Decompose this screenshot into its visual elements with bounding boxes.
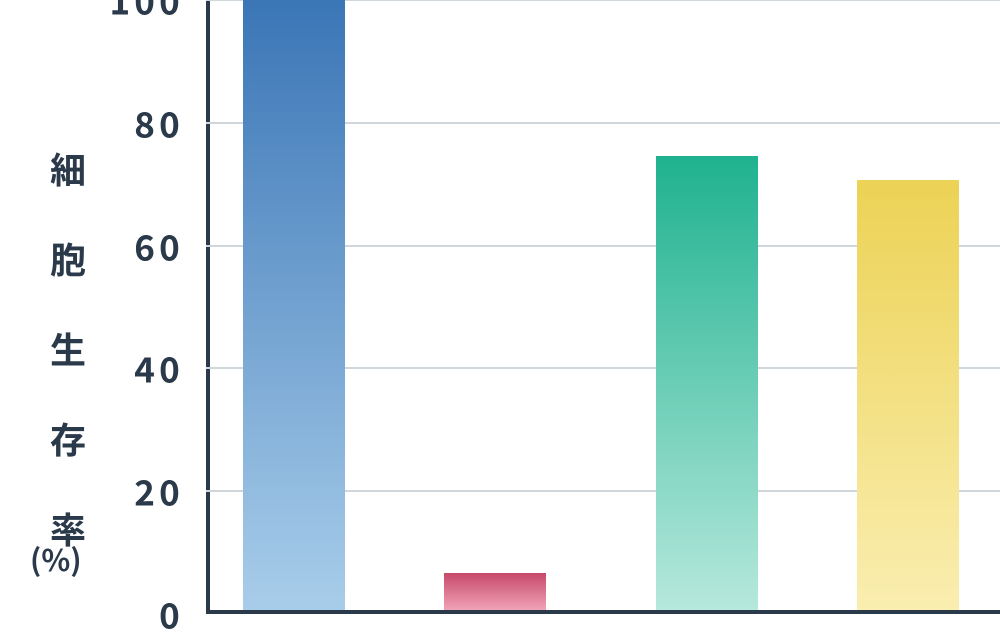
bar-3	[857, 180, 959, 610]
y-tick-label: 0	[159, 589, 206, 640]
chart-root: 細胞生存率 (%) 020406080100	[0, 0, 1000, 644]
bar-2	[656, 156, 758, 610]
y-tick-label: 80	[134, 97, 206, 148]
y-tick-label: 40	[134, 343, 206, 394]
y-axis-title-char: 細	[50, 150, 86, 186]
y-axis-title-char: 存	[50, 420, 86, 456]
bar-0	[243, 0, 345, 610]
y-axis-unit: (%)	[30, 536, 82, 580]
y-axis-title-char: 胞	[50, 240, 86, 276]
plot-area: 020406080100	[206, 0, 1000, 614]
y-axis-title: 細胞生存率	[50, 150, 86, 546]
y-axis-title-char: 生	[50, 330, 86, 366]
bar-1	[444, 573, 546, 610]
grid-line	[206, 613, 1000, 615]
y-tick-label: 60	[134, 220, 206, 271]
y-tick-label: 100	[109, 0, 206, 26]
y-tick-label: 20	[134, 466, 206, 517]
y-axis-line	[206, 0, 210, 614]
